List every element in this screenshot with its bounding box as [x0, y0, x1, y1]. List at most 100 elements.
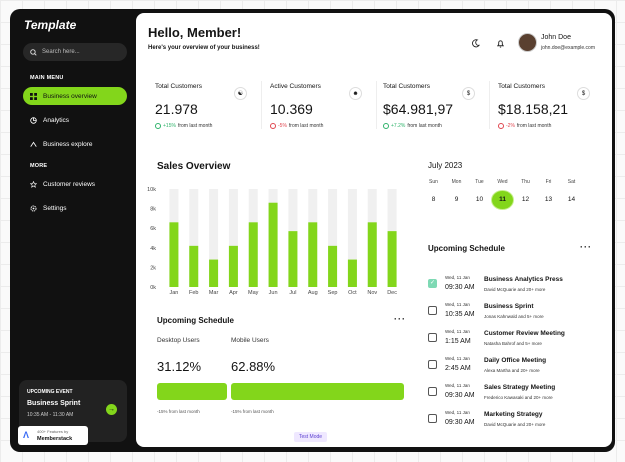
schedule-item[interactable]: Wed, 11 Jan 10:35 AM Business Sprint Jonas …: [428, 301, 598, 327]
badge-line2: Memberstack: [37, 436, 73, 442]
gear-icon: [30, 205, 37, 211]
pie-chart-icon: [30, 116, 37, 124]
avatar[interactable]: [518, 33, 537, 52]
desktop-users-bar: [157, 383, 227, 400]
app-frame: Template Search here... MAIN MENU Busine…: [10, 9, 615, 452]
stat-title: Active Customers: [270, 83, 321, 90]
calendar-date[interactable]: 10: [475, 196, 484, 203]
event-title: Business Sprint: [27, 400, 81, 407]
bar-oct: [347, 259, 357, 287]
schedule-desc: David McQuarie and 20+ more: [484, 422, 546, 427]
stat-title: Total Customers: [383, 83, 430, 90]
schedule-date: Wed, 11 Jan: [445, 356, 470, 361]
stat-delta-suffix: from last month: [288, 123, 324, 129]
bar-apr: [228, 245, 238, 287]
x-tick-label: Jan: [169, 290, 178, 296]
bar-nov: [367, 222, 377, 287]
calendar-date[interactable]: 13: [544, 196, 553, 203]
y-tick-label: 6k: [150, 226, 156, 232]
calendar-day-name: Fri: [545, 179, 552, 185]
more-options-icon[interactable]: ···: [394, 314, 406, 324]
calendar-date[interactable]: 12: [521, 196, 530, 203]
sidebar-item-business-explore[interactable]: Business explore: [23, 135, 127, 153]
schedule-date: Wed, 11 Jan: [445, 302, 470, 307]
checkbox[interactable]: [428, 387, 437, 396]
schedule-item[interactable]: Wed, 11 Jan 2:45 AM Daily Office Meeting Al…: [428, 355, 598, 381]
calendar-dates: 8 9 10 11 12 13 14: [422, 190, 583, 210]
calendar-date[interactable]: 14: [567, 196, 576, 203]
x-tick-label: Apr: [229, 290, 238, 296]
checkbox[interactable]: [428, 414, 437, 423]
schedule-item[interactable]: Wed, 11 Jan 09:30 AM Marketing Strategy Dav…: [428, 409, 598, 435]
trend-down-icon: [270, 123, 276, 129]
sidebar-item-business-overview[interactable]: Business overview: [23, 87, 127, 105]
event-label: UPCOMING EVENT: [27, 389, 73, 395]
stat-value: 21.978: [155, 101, 198, 117]
schedule-title: Business Analytics Press: [484, 276, 563, 283]
calendar-day-name: Mon: [451, 179, 462, 185]
stat-delta: +7.2% from last month: [383, 123, 442, 129]
memberstack-badge[interactable]: Λ 400+ Features by Memberstack: [18, 426, 88, 445]
calendar-day-name: Thu: [521, 179, 530, 185]
schedule-time: 1:15 AM: [445, 338, 471, 345]
trend-up-icon: [155, 123, 161, 129]
stat-value: 10.369: [270, 101, 313, 117]
sidebar-item-customer-reviews[interactable]: Customer reviews: [23, 175, 127, 193]
schedule-date: Wed, 11 Jan: [445, 329, 470, 334]
sidebar-item-label: Business explore: [43, 140, 93, 148]
event-time: 10:35 AM - 11:30 AM: [27, 412, 74, 418]
stat-card-active-customers: Active Customers 10.369 -5% from last mon…: [263, 75, 368, 135]
search-input[interactable]: Search here...: [23, 43, 127, 61]
sidebar-item-label: Analytics: [43, 116, 70, 124]
desktop-users-value: 31.12%: [157, 359, 202, 374]
user-icon: ☻: [349, 87, 362, 100]
selected-date[interactable]: 11: [491, 190, 514, 210]
memberstack-logo-icon: Λ: [23, 430, 30, 440]
bar-jul: [288, 231, 298, 287]
schedule-date: Wed, 11 Jan: [445, 275, 470, 280]
logo: Template: [24, 18, 77, 32]
schedule-desc: Natasha Bahrof and 5+ more: [484, 341, 542, 346]
schedule-title: Sales Strategy Meeting: [484, 384, 556, 391]
y-tick-label: 4k: [150, 246, 156, 252]
compass-icon: [30, 141, 37, 147]
schedule-time: 10:35 AM: [445, 311, 475, 318]
search-icon: [30, 48, 37, 56]
schedule-item[interactable]: Wed, 11 Jan 1:15 AM Customer Review Meetin…: [428, 328, 598, 354]
schedule-date: Wed, 11 Jan: [445, 383, 470, 388]
calendar: July 2023 Sun Mon Tue Wed Thu Fri Sat 8 9 10 11 12…: [428, 161, 575, 210]
schedule-item[interactable]: Wed, 11 Jan 09:30 AM Sales Strategy Meetin…: [428, 382, 598, 408]
stat-delta-suffix: from last month: [516, 123, 552, 129]
stat-delta-value: -5%: [278, 123, 287, 129]
sidebar-item-settings[interactable]: Settings: [23, 199, 127, 217]
arrow-right-icon[interactable]: →: [106, 404, 117, 415]
stat-card-revenue: Total Customers $64.981,97 +7.2% from las…: [376, 75, 481, 135]
schedule-desc: Frederico Kawasaki and 20+ more: [484, 395, 553, 400]
bar-dec: [387, 231, 397, 287]
schedule-item[interactable]: ✓ Wed, 11 Jan 09:30 AM Business Analytics P…: [428, 274, 598, 300]
schedule-time: 09:30 AM: [445, 284, 475, 291]
stat-title: Total Customers: [155, 83, 202, 90]
checkbox[interactable]: [428, 306, 437, 315]
upcoming-schedule-left-title: Upcoming Schedule: [157, 316, 234, 325]
calendar-month: July 2023: [428, 161, 463, 170]
y-tick-label: 0k: [150, 285, 156, 291]
calendar-date[interactable]: 8: [431, 196, 436, 203]
calendar-day-name: Tue: [475, 179, 484, 185]
y-tick-label: 8k: [150, 207, 156, 213]
user-email: john.doe@example.com: [541, 45, 595, 51]
bar-track: [328, 189, 338, 287]
more-options-icon[interactable]: ···: [580, 242, 592, 252]
bell-icon[interactable]: [491, 34, 509, 52]
star-icon: [30, 180, 37, 188]
checkbox[interactable]: [428, 360, 437, 369]
checkbox[interactable]: ✓: [428, 279, 437, 288]
calendar-date[interactable]: 9: [454, 196, 459, 203]
checkbox[interactable]: [428, 333, 437, 342]
calendar-date[interactable]: 11: [491, 190, 514, 210]
sales-overview-title: Sales Overview: [157, 161, 231, 172]
mobile-users-label: Mobile Users: [231, 337, 269, 344]
moon-icon[interactable]: [466, 34, 484, 52]
sidebar-item-analytics[interactable]: Analytics: [23, 111, 127, 129]
schedule-desc: Jonas Kahnwald and 5+ more: [484, 314, 544, 319]
